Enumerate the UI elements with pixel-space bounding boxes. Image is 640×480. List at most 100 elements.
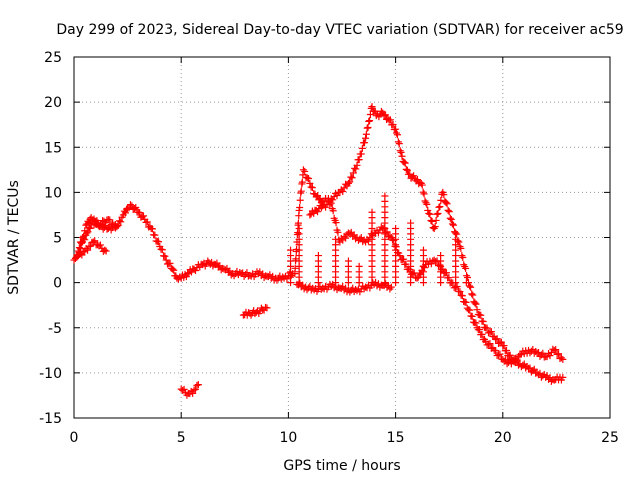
data-point bbox=[395, 140, 403, 148]
data-point bbox=[349, 169, 357, 177]
data-point bbox=[301, 167, 309, 175]
data-point bbox=[191, 385, 199, 393]
data-point bbox=[403, 166, 411, 174]
data-point bbox=[435, 203, 443, 211]
data-point bbox=[421, 197, 429, 205]
y-tick-label: 0 bbox=[53, 276, 62, 292]
data-point bbox=[190, 386, 198, 394]
x-tick-label: 15 bbox=[387, 430, 405, 446]
data-point bbox=[91, 217, 99, 225]
data-point bbox=[106, 216, 114, 224]
data-point bbox=[502, 347, 510, 355]
y-tick-label: 20 bbox=[44, 95, 62, 111]
data-point bbox=[358, 144, 366, 152]
data-point bbox=[553, 350, 561, 358]
data-series bbox=[239, 303, 271, 319]
data-point bbox=[492, 347, 500, 355]
data-point bbox=[166, 259, 174, 267]
data-point bbox=[380, 224, 388, 232]
data-point bbox=[86, 224, 94, 232]
data-point bbox=[355, 156, 363, 164]
data-point bbox=[296, 204, 304, 212]
data-point bbox=[422, 199, 430, 207]
data-point bbox=[305, 174, 313, 182]
data-point bbox=[297, 187, 305, 195]
data-point bbox=[396, 147, 404, 155]
data-point bbox=[184, 270, 192, 278]
data-point bbox=[459, 253, 467, 261]
data-point bbox=[462, 264, 470, 272]
y-tick-label: 5 bbox=[53, 231, 62, 247]
data-point bbox=[387, 283, 395, 291]
data-point bbox=[468, 290, 476, 298]
data-point bbox=[477, 311, 485, 319]
data-point bbox=[386, 232, 394, 240]
data-point bbox=[353, 161, 361, 169]
data-point bbox=[344, 179, 352, 187]
data-point bbox=[151, 231, 159, 239]
data-point bbox=[344, 257, 352, 265]
data-point bbox=[413, 274, 421, 282]
data-point bbox=[377, 107, 385, 115]
data-point bbox=[447, 215, 455, 223]
data-point bbox=[169, 265, 177, 273]
data-point bbox=[424, 206, 432, 214]
data-point bbox=[466, 306, 474, 314]
data-point bbox=[352, 165, 360, 173]
data-point bbox=[457, 244, 465, 252]
chart-title: Day 299 of 2023, Sidereal Day-to-day VTE… bbox=[56, 22, 623, 38]
data-point bbox=[486, 328, 494, 336]
data-point bbox=[381, 192, 389, 200]
data-point bbox=[398, 152, 406, 160]
data-series bbox=[72, 237, 110, 261]
x-tick-label: 10 bbox=[279, 430, 297, 446]
data-point bbox=[72, 253, 80, 261]
data-point bbox=[433, 210, 441, 218]
data-point bbox=[389, 121, 397, 129]
x-axis-label: GPS time / hours bbox=[283, 458, 400, 474]
data-point bbox=[386, 116, 394, 124]
data-series bbox=[74, 214, 121, 255]
data-point bbox=[308, 184, 316, 192]
data-point bbox=[306, 179, 314, 187]
data-point bbox=[500, 342, 508, 350]
data-point bbox=[453, 282, 461, 290]
y-tick-label: 15 bbox=[44, 140, 62, 156]
data-point bbox=[467, 283, 475, 291]
data-point bbox=[473, 306, 481, 314]
data-point bbox=[402, 260, 410, 268]
y-tick-label: 10 bbox=[44, 185, 62, 201]
data-point bbox=[121, 209, 129, 217]
data-point bbox=[139, 212, 147, 220]
data-point bbox=[463, 272, 471, 280]
data-point bbox=[462, 298, 470, 306]
data-point bbox=[101, 246, 109, 254]
data-point bbox=[400, 158, 408, 166]
data-point bbox=[472, 319, 480, 327]
data-point bbox=[78, 251, 86, 259]
data-series bbox=[293, 278, 395, 296]
data-point bbox=[530, 365, 538, 373]
data-point bbox=[483, 324, 491, 332]
data-point bbox=[485, 340, 493, 348]
data-point bbox=[81, 227, 89, 235]
data-point bbox=[314, 252, 322, 260]
data-point bbox=[161, 252, 169, 260]
data-point bbox=[79, 234, 87, 241]
data-point bbox=[329, 196, 337, 204]
data-point bbox=[327, 199, 335, 207]
data-point bbox=[458, 252, 466, 260]
data-point bbox=[464, 274, 472, 282]
data-point bbox=[102, 247, 110, 255]
data-series bbox=[291, 103, 567, 385]
data-point bbox=[143, 218, 151, 226]
data-point bbox=[456, 288, 464, 296]
data-point bbox=[115, 217, 123, 225]
data-point bbox=[193, 381, 201, 389]
data-point bbox=[479, 318, 487, 326]
data-point bbox=[85, 219, 93, 227]
data-point bbox=[342, 234, 350, 242]
data-point bbox=[332, 219, 340, 227]
